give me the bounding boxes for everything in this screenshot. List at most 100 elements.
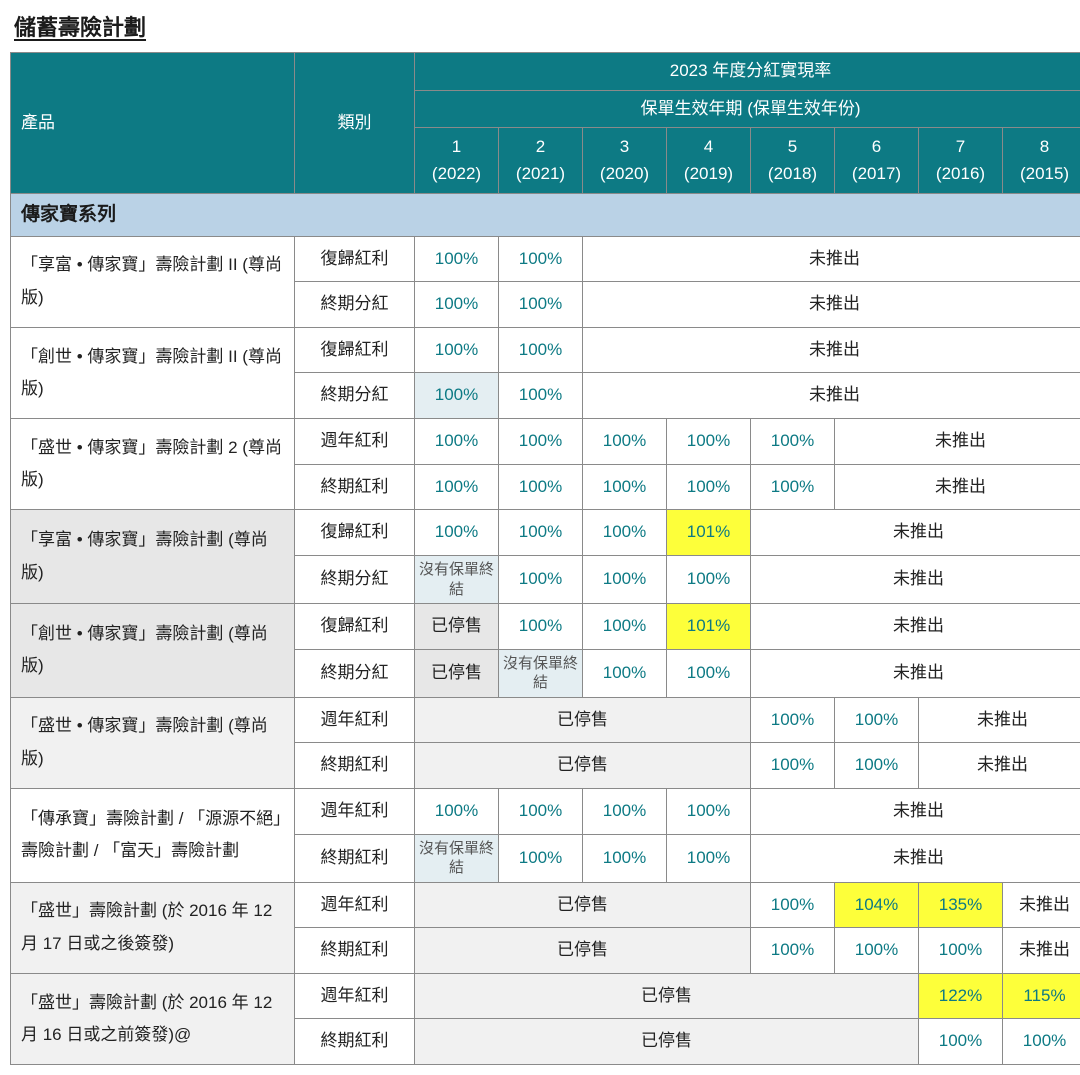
notLaunched-cell: 未推出 [751,556,1080,604]
product-name: 「盛世 • 傳家寶」壽險計劃 2 (尊尚版) [11,419,295,510]
notLaunched-cell: 未推出 [751,834,1080,882]
notLaunched-cell: 未推出 [835,419,1080,465]
notLaunched-cell: 未推出 [583,327,1080,373]
category-label: 終期分紅 [295,649,415,697]
header-product: 產品 [11,53,295,194]
page-title: 儲蓄壽險計劃 [14,10,1070,42]
notLaunched-cell: 未推出 [919,743,1080,789]
header-year-7: 7(2016) [919,128,1003,194]
category-label: 復歸紅利 [295,510,415,556]
category-label: 週年紅利 [295,882,415,928]
header-year-4: 4(2019) [667,128,751,194]
value-cell: 100% [583,604,667,650]
value-cell: 100% [667,834,751,882]
header-main: 2023 年度分紅實現率 [415,53,1080,91]
header-year-2: 2(2021) [499,128,583,194]
value-cell: 104% [835,882,919,928]
value-cell: 100% [751,882,835,928]
value-cell: 100% [1003,1019,1080,1065]
value-cell: 100% [415,510,499,556]
discontinued-cell: 已停售 [415,604,499,650]
section-header: 傳家寶系列 [11,193,1080,236]
header-category: 類別 [295,53,415,194]
product-name: 「創世 • 傳家寶」壽險計劃 (尊尚版) [11,604,295,698]
notLaunched-cell: 未推出 [751,510,1080,556]
product-name: 「傳承寶」壽險計劃 / 「源源不絕」壽險計劃 / 「富天」壽險計劃 [11,788,295,882]
notLaunched-cell: 未推出 [1003,882,1080,928]
product-name: 「盛世 • 傳家寶」壽險計劃 (尊尚版) [11,697,295,788]
value-cell: 100% [667,464,751,510]
category-label: 復歸紅利 [295,236,415,282]
value-cell: 115% [1003,973,1080,1019]
product-name: 「享富 • 傳家寶」壽險計劃 (尊尚版) [11,510,295,604]
notLaunched-cell: 未推出 [919,697,1080,743]
value-cell: 100% [499,510,583,556]
value-cell: 100% [583,556,667,604]
value-cell: 100% [751,419,835,465]
value-cell: 100% [499,327,583,373]
value-cell: 100% [667,649,751,697]
value-cell: 100% [499,373,583,419]
value-cell: 100% [835,928,919,974]
value-cell: 100% [499,282,583,328]
value-cell: 100% [667,788,751,834]
value-cell: 100% [499,788,583,834]
notLaunched-cell: 未推出 [751,788,1080,834]
value-cell: 100% [667,419,751,465]
value-cell: 100% [583,464,667,510]
header-year-8: 8(2015) [1003,128,1080,194]
discontinued-cell: 已停售 [415,697,751,743]
category-label: 終期紅利 [295,928,415,974]
value-cell: 100% [583,419,667,465]
category-label: 終期紅利 [295,1019,415,1065]
value-cell: 122% [919,973,1003,1019]
notLaunched-cell: 未推出 [835,464,1080,510]
category-label: 終期分紅 [295,556,415,604]
table-body: 傳家寶系列「享富 • 傳家寶」壽險計劃 II (尊尚版)復歸紅利100%100%… [11,193,1080,1064]
category-label: 終期分紅 [295,373,415,419]
discontinued-cell: 已停售 [415,649,499,697]
noTermination-cell: 沒有保單終結 [415,834,499,882]
notLaunched-cell: 未推出 [1003,928,1080,974]
category-label: 週年紅利 [295,697,415,743]
noTermination-cell: 沒有保單終結 [415,556,499,604]
value-cell: 100% [751,928,835,974]
header-year-5: 5(2018) [751,128,835,194]
value-cell: 100% [415,236,499,282]
notLaunched-cell: 未推出 [583,282,1080,328]
product-name: 「創世 • 傳家寶」壽險計劃 II (尊尚版) [11,327,295,418]
table-header: 產品 類別 2023 年度分紅實現率 保單生效年期 (保單生效年份) 1(202… [11,53,1080,194]
category-label: 終期紅利 [295,834,415,882]
value-cell: 100% [499,236,583,282]
category-label: 週年紅利 [295,973,415,1019]
fulfillment-table: 產品 類別 2023 年度分紅實現率 保單生效年期 (保單生效年份) 1(202… [10,52,1080,1065]
value-cell: 100% [415,373,499,419]
notLaunched-cell: 未推出 [751,604,1080,650]
value-cell: 100% [583,510,667,556]
value-cell: 100% [919,1019,1003,1065]
product-name: 「盛世」壽險計劃 (於 2016 年 12 月 16 日或之前簽發)@ [11,973,295,1064]
discontinued-cell: 已停售 [415,1019,919,1065]
value-cell: 100% [919,928,1003,974]
notLaunched-cell: 未推出 [751,649,1080,697]
discontinued-cell: 已停售 [415,973,919,1019]
discontinued-cell: 已停售 [415,743,751,789]
category-label: 復歸紅利 [295,327,415,373]
category-label: 終期紅利 [295,743,415,789]
value-cell: 100% [415,327,499,373]
value-cell: 101% [667,510,751,556]
product-name: 「盛世」壽險計劃 (於 2016 年 12 月 17 日或之後簽發) [11,882,295,973]
value-cell: 100% [415,464,499,510]
notLaunched-cell: 未推出 [583,236,1080,282]
value-cell: 100% [667,556,751,604]
value-cell: 135% [919,882,1003,928]
value-cell: 100% [499,834,583,882]
value-cell: 100% [751,464,835,510]
value-cell: 100% [751,743,835,789]
value-cell: 100% [499,604,583,650]
value-cell: 100% [751,697,835,743]
header-year-3: 3(2020) [583,128,667,194]
value-cell: 100% [415,788,499,834]
notLaunched-cell: 未推出 [583,373,1080,419]
header-year-1: 1(2022) [415,128,499,194]
